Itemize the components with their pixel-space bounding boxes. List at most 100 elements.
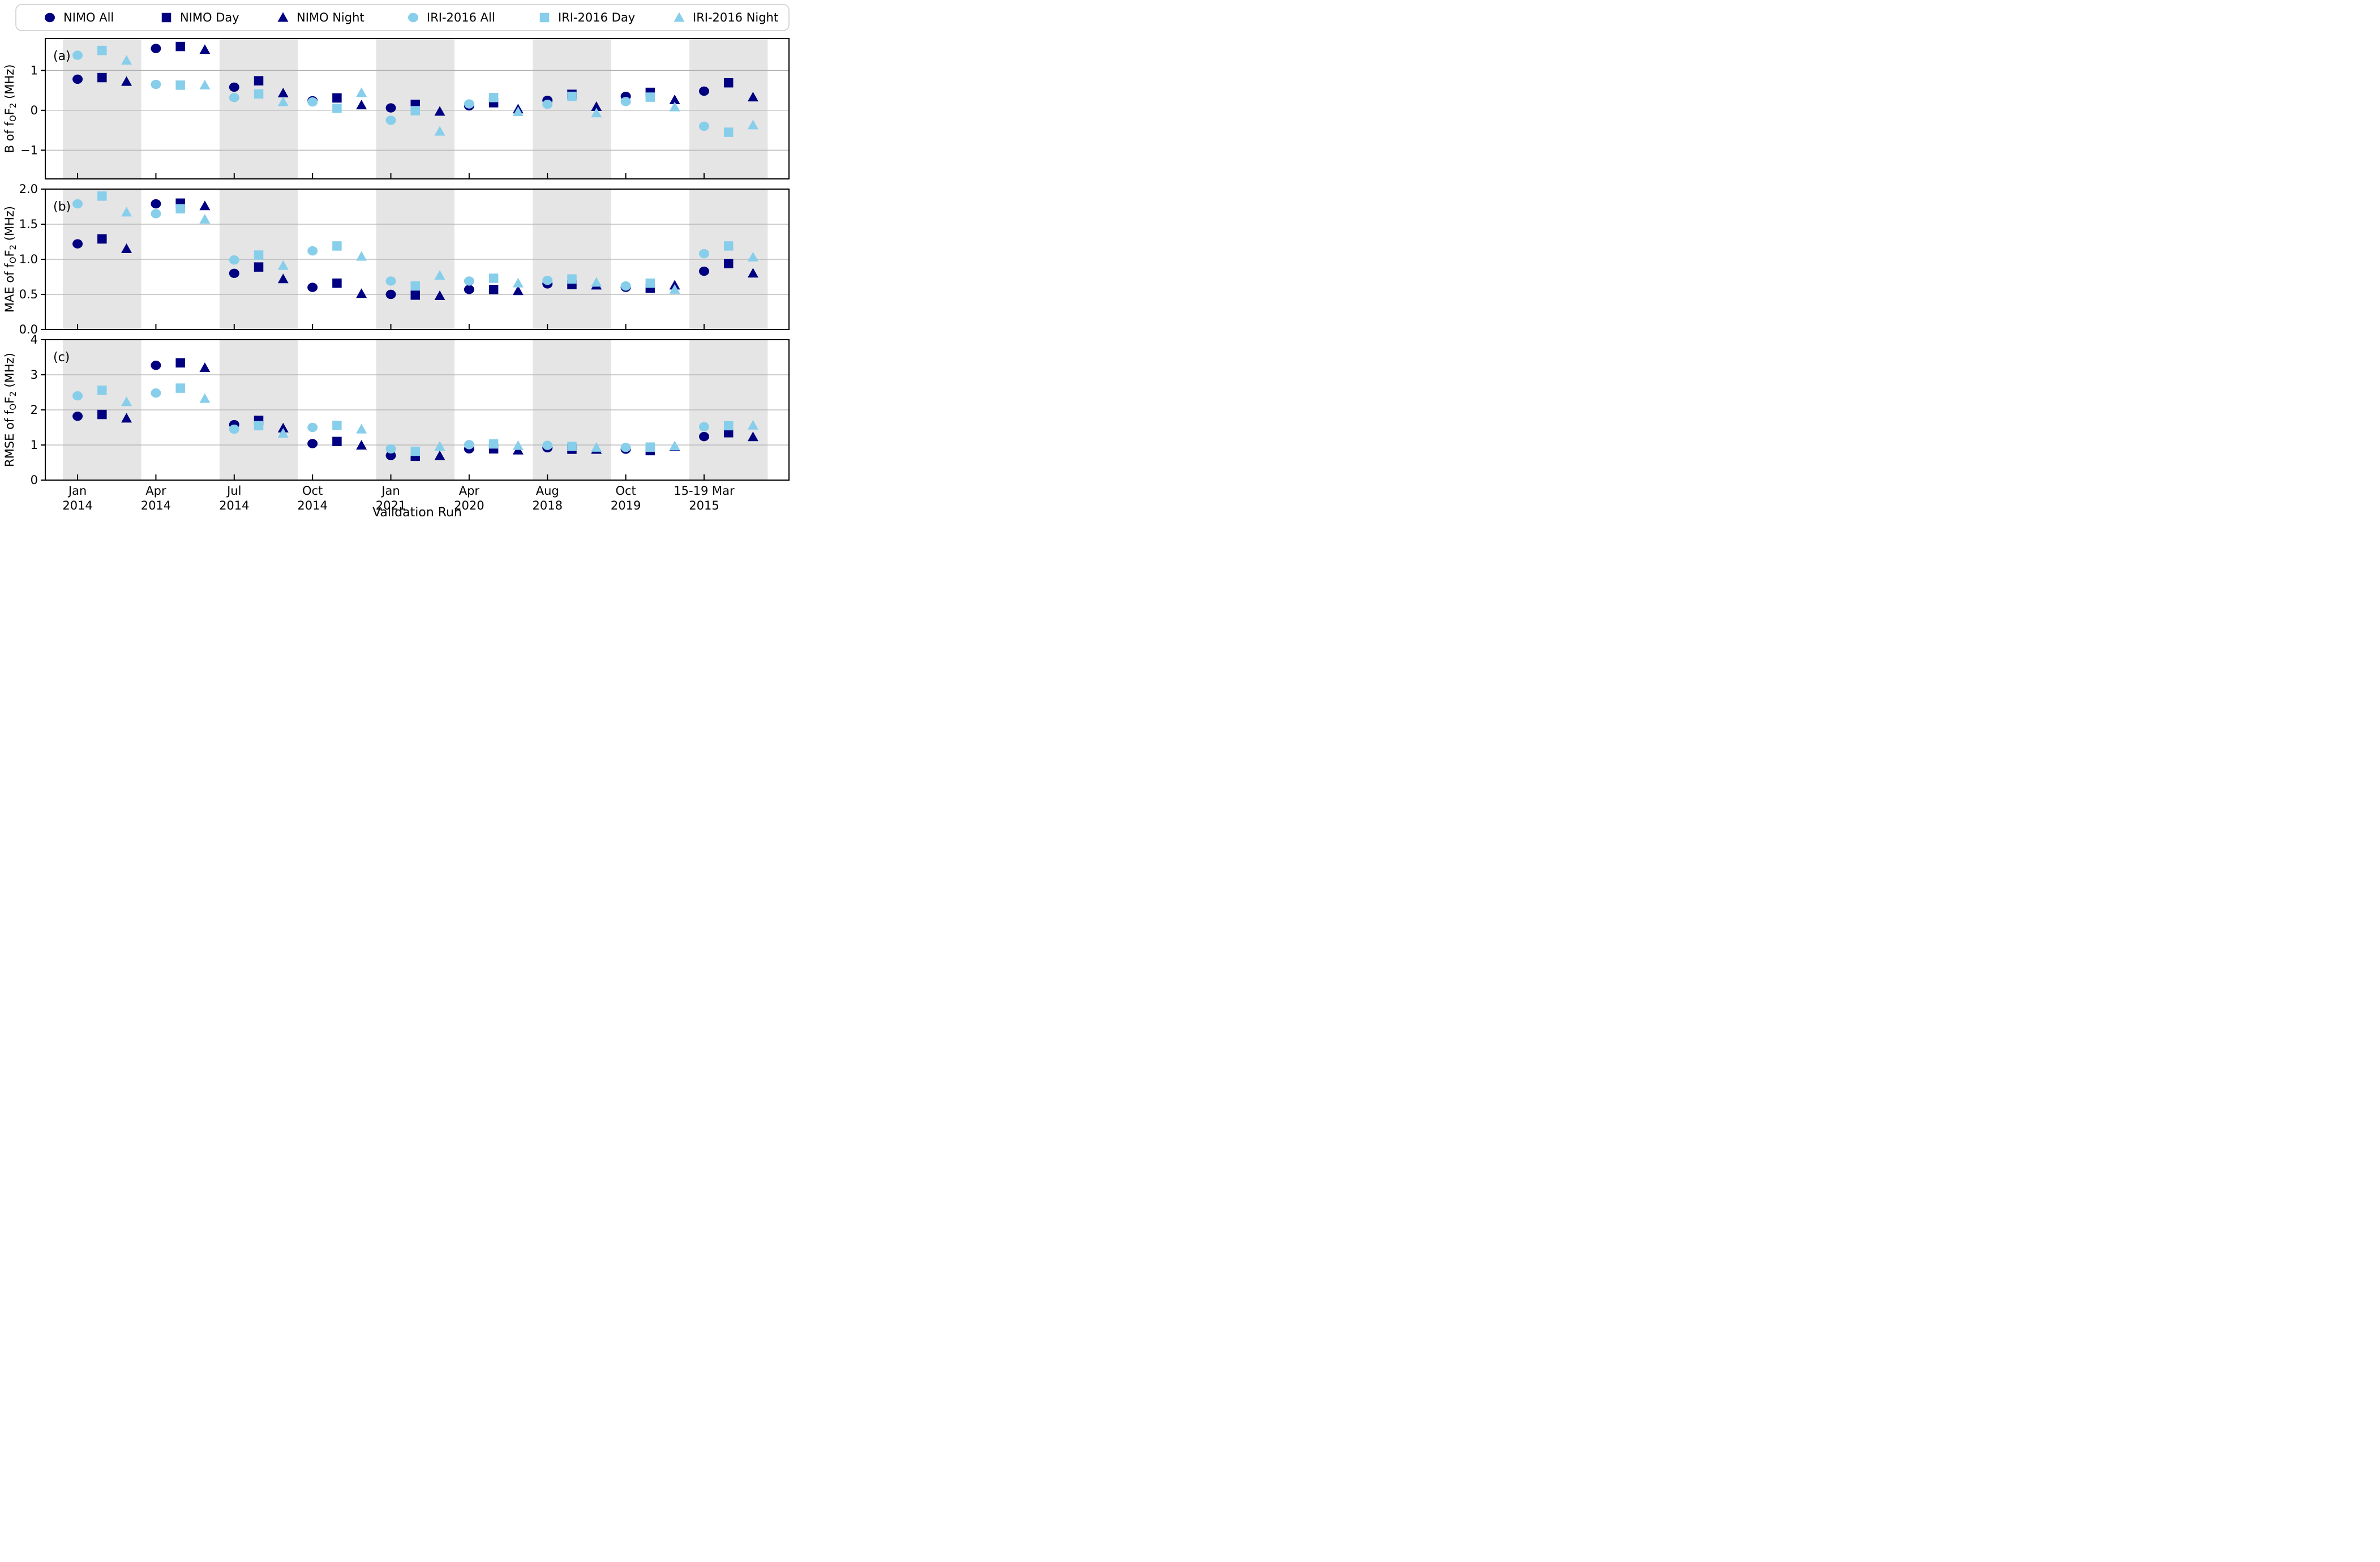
data-marker <box>97 191 107 201</box>
x-tick-label-line: Jul <box>226 484 241 498</box>
data-marker <box>723 127 734 137</box>
x-tick-label-line: 2020 <box>454 499 484 512</box>
data-marker <box>121 413 132 423</box>
y-tick-label: 0.5 <box>19 288 38 301</box>
data-marker <box>97 409 107 420</box>
data-marker <box>121 243 132 253</box>
data-marker <box>385 451 396 460</box>
series-iri-2016-night <box>121 55 758 136</box>
x-tick-label-line: Apr <box>459 484 480 498</box>
data-marker <box>698 121 709 131</box>
y-tick-label: 1 <box>31 63 38 77</box>
data-marker <box>434 290 445 300</box>
x-tick-label-line: 2021 <box>376 499 406 512</box>
data-marker <box>151 79 161 89</box>
data-marker <box>72 391 83 401</box>
series-nimo-all <box>72 199 709 299</box>
data-marker <box>199 200 211 211</box>
series-nimo-night <box>121 44 758 116</box>
data-marker <box>175 80 185 90</box>
data-marker <box>199 44 211 54</box>
data-marker <box>434 106 445 116</box>
data-marker <box>277 428 289 438</box>
triangle-icon <box>674 12 685 22</box>
x-tick-label-line: 2015 <box>689 499 719 512</box>
x-tick-label-line: 2018 <box>533 499 563 512</box>
y-tick-label: 0.0 <box>19 323 38 336</box>
data-marker <box>747 420 758 430</box>
data-marker <box>356 288 367 298</box>
x-tick-label-line: Oct <box>302 484 323 498</box>
data-marker <box>410 281 421 291</box>
y-tick-label: 2.0 <box>19 182 38 196</box>
data-marker <box>97 45 107 55</box>
data-marker <box>307 97 318 107</box>
x-tick-label-line: 2014 <box>141 499 171 512</box>
data-marker <box>747 251 758 262</box>
y-axis-label: MAE of fOF2 (MHz) <box>3 206 18 313</box>
legend-label: IRI-2016 Night <box>693 11 778 24</box>
data-marker <box>199 362 211 373</box>
data-marker <box>229 93 239 102</box>
data-marker <box>698 249 709 259</box>
data-marker <box>254 76 264 85</box>
data-marker <box>356 100 367 110</box>
data-marker <box>385 276 396 286</box>
series-iri-2016-all <box>72 388 709 454</box>
data-marker <box>512 285 524 296</box>
data-marker <box>199 393 211 403</box>
data-marker <box>151 361 161 370</box>
data-marker <box>385 103 396 113</box>
series-iri-2016-night <box>121 207 758 294</box>
y-tick-label: 1 <box>31 438 38 452</box>
panel-a: 1 0 −1 (a) B of fOF2 (MHz) <box>3 38 790 179</box>
data-marker <box>512 440 524 450</box>
data-marker <box>698 86 709 96</box>
data-marker <box>151 388 161 398</box>
data-marker <box>434 270 445 280</box>
data-marker <box>307 283 318 292</box>
legend-item-nimo-all: NIMO All <box>45 11 114 24</box>
x-axis-title: Validation Run <box>372 506 462 520</box>
data-marker <box>97 386 107 395</box>
data-marker <box>121 396 132 406</box>
data-marker <box>669 440 680 451</box>
y-axis-label: B of fOF2 (MHz) <box>3 65 18 153</box>
data-marker <box>512 106 524 117</box>
data-marker <box>464 99 474 109</box>
data-marker <box>121 55 132 65</box>
y-tick-label: 2 <box>31 403 38 417</box>
data-marker <box>464 285 474 294</box>
data-marker <box>542 276 553 285</box>
legend-label: NIMO Night <box>297 11 364 24</box>
data-marker <box>277 88 289 98</box>
x-tick-label-line: 2014 <box>62 499 92 512</box>
x-tick-label-line: Apr <box>145 484 166 498</box>
y-tick-label: 4 <box>31 333 38 346</box>
triangle-icon <box>277 12 289 22</box>
data-marker <box>723 78 734 88</box>
data-marker <box>332 421 342 430</box>
data-marker <box>121 207 132 217</box>
circle-icon <box>408 12 418 23</box>
data-marker <box>97 72 107 83</box>
panel-letter: (b) <box>53 200 71 214</box>
square-icon <box>161 12 171 23</box>
data-marker <box>542 100 553 109</box>
data-marker <box>591 101 602 111</box>
x-tick-label-line: 15-19 Mar <box>674 484 735 498</box>
x-tick-label-line: Aug <box>536 484 559 498</box>
data-marker <box>175 383 185 393</box>
data-marker <box>175 41 185 52</box>
legend-item-iri-2016-all: IRI-2016 All <box>408 11 495 24</box>
series-iri-2016-day <box>97 383 734 456</box>
panel-c: 4 3 2 1 0 (c) RMSE of fOF2 (MHz) <box>3 333 790 487</box>
series-iri-2016-day <box>97 191 734 291</box>
data-marker <box>488 439 499 449</box>
data-marker <box>567 442 577 451</box>
data-marker <box>72 239 83 249</box>
data-marker <box>645 92 655 102</box>
data-marker <box>356 423 367 434</box>
